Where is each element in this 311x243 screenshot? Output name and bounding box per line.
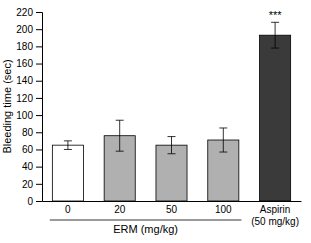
y-tick: 20 [22, 179, 42, 190]
x-tick: 0 [65, 204, 71, 215]
error-bar [219, 128, 227, 152]
error-bar [168, 137, 176, 154]
y-tick-label: 160 [16, 58, 33, 69]
y-tick: 60 [22, 144, 42, 155]
y-tick: 180 [16, 41, 42, 52]
y-tick-mark [36, 184, 42, 185]
error-bar [64, 141, 72, 150]
plot: 0 20 40 60 80 100 120 140 160 180 200 220 0 20 50 100 As… [1, 7, 302, 235]
x-tick: 20 [114, 204, 126, 215]
error-bar [271, 22, 279, 48]
y-axis-line [36, 13, 43, 202]
x-tick-label: 100 [215, 204, 232, 215]
y-tick-label: 40 [22, 161, 34, 172]
x-tick-label-line: 20 [114, 204, 126, 215]
y-tick-mark [36, 12, 42, 13]
y-tick-mark [36, 149, 42, 150]
x-tick-label: Aspirin(50 mg/kg) [251, 204, 299, 227]
y-tick-mark [36, 201, 42, 202]
x-tick-label: 50 [166, 204, 178, 215]
y-tick-mark [36, 64, 42, 65]
y-tick-label: 200 [16, 24, 33, 35]
y-tick-label: 60 [22, 144, 34, 155]
y-tick-mark [36, 29, 42, 30]
x-tick-label-line: 100 [215, 204, 232, 215]
y-axis: 0 20 40 60 80 100 120 140 160 180 200 220 [16, 7, 42, 207]
x-axis-line [43, 201, 302, 202]
y-tick-mark [36, 115, 42, 116]
y-tick-mark [36, 98, 42, 99]
x-axis-title: ERM (mg/kg) [113, 223, 178, 235]
x-tick: 50 [166, 204, 178, 215]
y-tick-label: 140 [16, 75, 33, 86]
x-tick: 100 [215, 204, 232, 215]
y-tick-mark [36, 81, 42, 82]
y-tick-label: 220 [16, 7, 33, 18]
y-tick-label: 120 [16, 93, 33, 104]
y-tick: 200 [16, 24, 42, 35]
x-tick-label-line: Aspirin [260, 204, 291, 215]
y-tick: 140 [16, 75, 42, 86]
y-axis-title: Bleeding time (sec) [1, 59, 13, 153]
bar [52, 145, 83, 201]
y-tick-label: 20 [22, 179, 34, 190]
y-tick: 80 [22, 127, 42, 138]
x-tick-label-line: 0 [65, 204, 71, 215]
y-tick-mark [36, 46, 42, 47]
y-tick-label: 100 [16, 110, 33, 121]
texts: *** ERM (mg/kg) Bleeding time (sec) [1, 9, 282, 234]
y-tick-label: 0 [27, 196, 33, 207]
y-tick: 120 [16, 93, 42, 104]
group-bracket [50, 220, 242, 221]
bar [260, 35, 291, 201]
y-tick: 40 [22, 161, 42, 172]
chart: 0 20 40 60 80 100 120 140 160 180 200 220 0 20 50 100 As… [0, 0, 311, 243]
x-tick-label-line: (50 mg/kg) [251, 216, 299, 227]
y-tick-label: 80 [22, 127, 34, 138]
y-tick: 160 [16, 58, 42, 69]
marks [52, 22, 290, 201]
y-tick: 220 [16, 7, 42, 18]
x-tick-label: 0 [65, 204, 71, 215]
y-tick: 0 [27, 196, 42, 207]
significance: *** [269, 9, 283, 21]
y-tick-mark [36, 167, 42, 168]
y-tick-label: 180 [16, 41, 33, 52]
x-tick: Aspirin(50 mg/kg) [251, 204, 299, 227]
x-tick-label-line: 50 [166, 204, 178, 215]
y-tick-mark [36, 132, 42, 133]
error-bar [116, 120, 124, 151]
y-tick: 100 [16, 110, 42, 121]
x-tick-label: 20 [114, 204, 126, 215]
